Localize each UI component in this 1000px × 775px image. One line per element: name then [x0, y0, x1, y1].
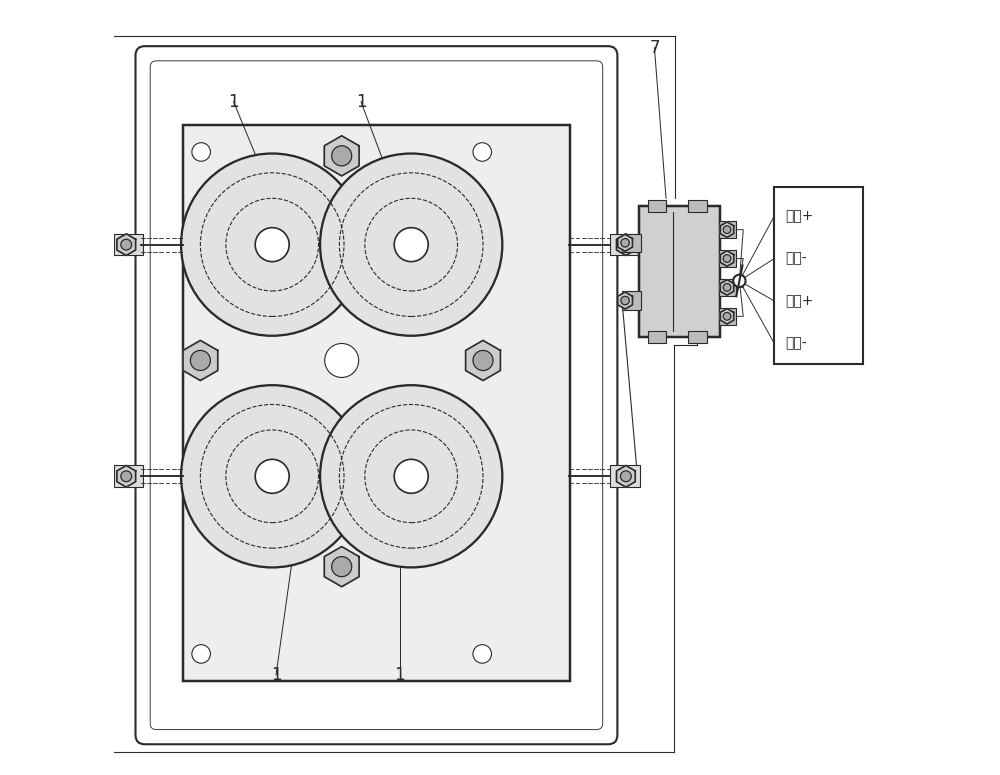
Text: 1: 1 [394, 666, 405, 684]
Circle shape [621, 239, 629, 247]
Circle shape [332, 556, 352, 577]
Polygon shape [720, 280, 734, 295]
Polygon shape [324, 546, 359, 587]
Text: 1: 1 [271, 666, 281, 684]
Text: 电源+: 电源+ [785, 209, 813, 223]
Circle shape [473, 143, 492, 161]
Polygon shape [466, 340, 500, 381]
Polygon shape [324, 136, 359, 176]
Circle shape [320, 385, 502, 567]
Circle shape [473, 350, 493, 370]
Polygon shape [720, 222, 734, 237]
Bar [688, 331, 707, 343]
Circle shape [394, 228, 428, 262]
Bar [183, 125, 570, 681]
Polygon shape [617, 234, 635, 256]
Bar [648, 331, 666, 343]
Circle shape [325, 343, 359, 377]
Bar [719, 308, 736, 325]
Bar [639, 206, 720, 337]
Bar [688, 200, 707, 212]
Text: 1: 1 [228, 93, 239, 111]
Circle shape [192, 143, 210, 161]
Text: 信号-: 信号- [785, 336, 806, 350]
Circle shape [190, 350, 210, 370]
Polygon shape [617, 466, 635, 487]
Bar [648, 200, 666, 212]
Circle shape [621, 296, 629, 305]
Circle shape [332, 146, 352, 166]
Circle shape [192, 645, 210, 663]
Circle shape [181, 153, 363, 336]
Bar [719, 250, 736, 267]
Circle shape [620, 239, 631, 250]
Circle shape [255, 460, 289, 494]
Circle shape [320, 153, 502, 336]
Text: 信号+: 信号+ [785, 294, 813, 308]
Circle shape [181, 385, 363, 567]
Bar [622, 233, 641, 252]
Circle shape [733, 274, 746, 287]
Circle shape [723, 255, 731, 263]
Circle shape [473, 645, 492, 663]
Bar [622, 291, 641, 310]
Polygon shape [720, 251, 734, 267]
Bar [774, 187, 863, 364]
Polygon shape [117, 234, 136, 256]
Circle shape [723, 226, 731, 233]
Text: 7: 7 [649, 39, 660, 57]
Bar [114, 234, 143, 256]
Text: 1: 1 [356, 93, 366, 111]
Polygon shape [618, 234, 632, 251]
Circle shape [723, 284, 731, 291]
Bar [610, 234, 640, 256]
Polygon shape [720, 308, 734, 324]
Polygon shape [618, 292, 632, 309]
Polygon shape [183, 340, 218, 381]
Circle shape [620, 471, 631, 482]
Bar [610, 466, 640, 487]
Text: 电源-: 电源- [785, 252, 806, 266]
Circle shape [394, 460, 428, 494]
Bar [719, 221, 736, 238]
Bar [719, 279, 736, 296]
Circle shape [723, 312, 731, 320]
Polygon shape [117, 466, 136, 487]
Bar [114, 466, 143, 487]
Circle shape [121, 471, 132, 482]
Circle shape [255, 228, 289, 262]
Circle shape [121, 239, 132, 250]
